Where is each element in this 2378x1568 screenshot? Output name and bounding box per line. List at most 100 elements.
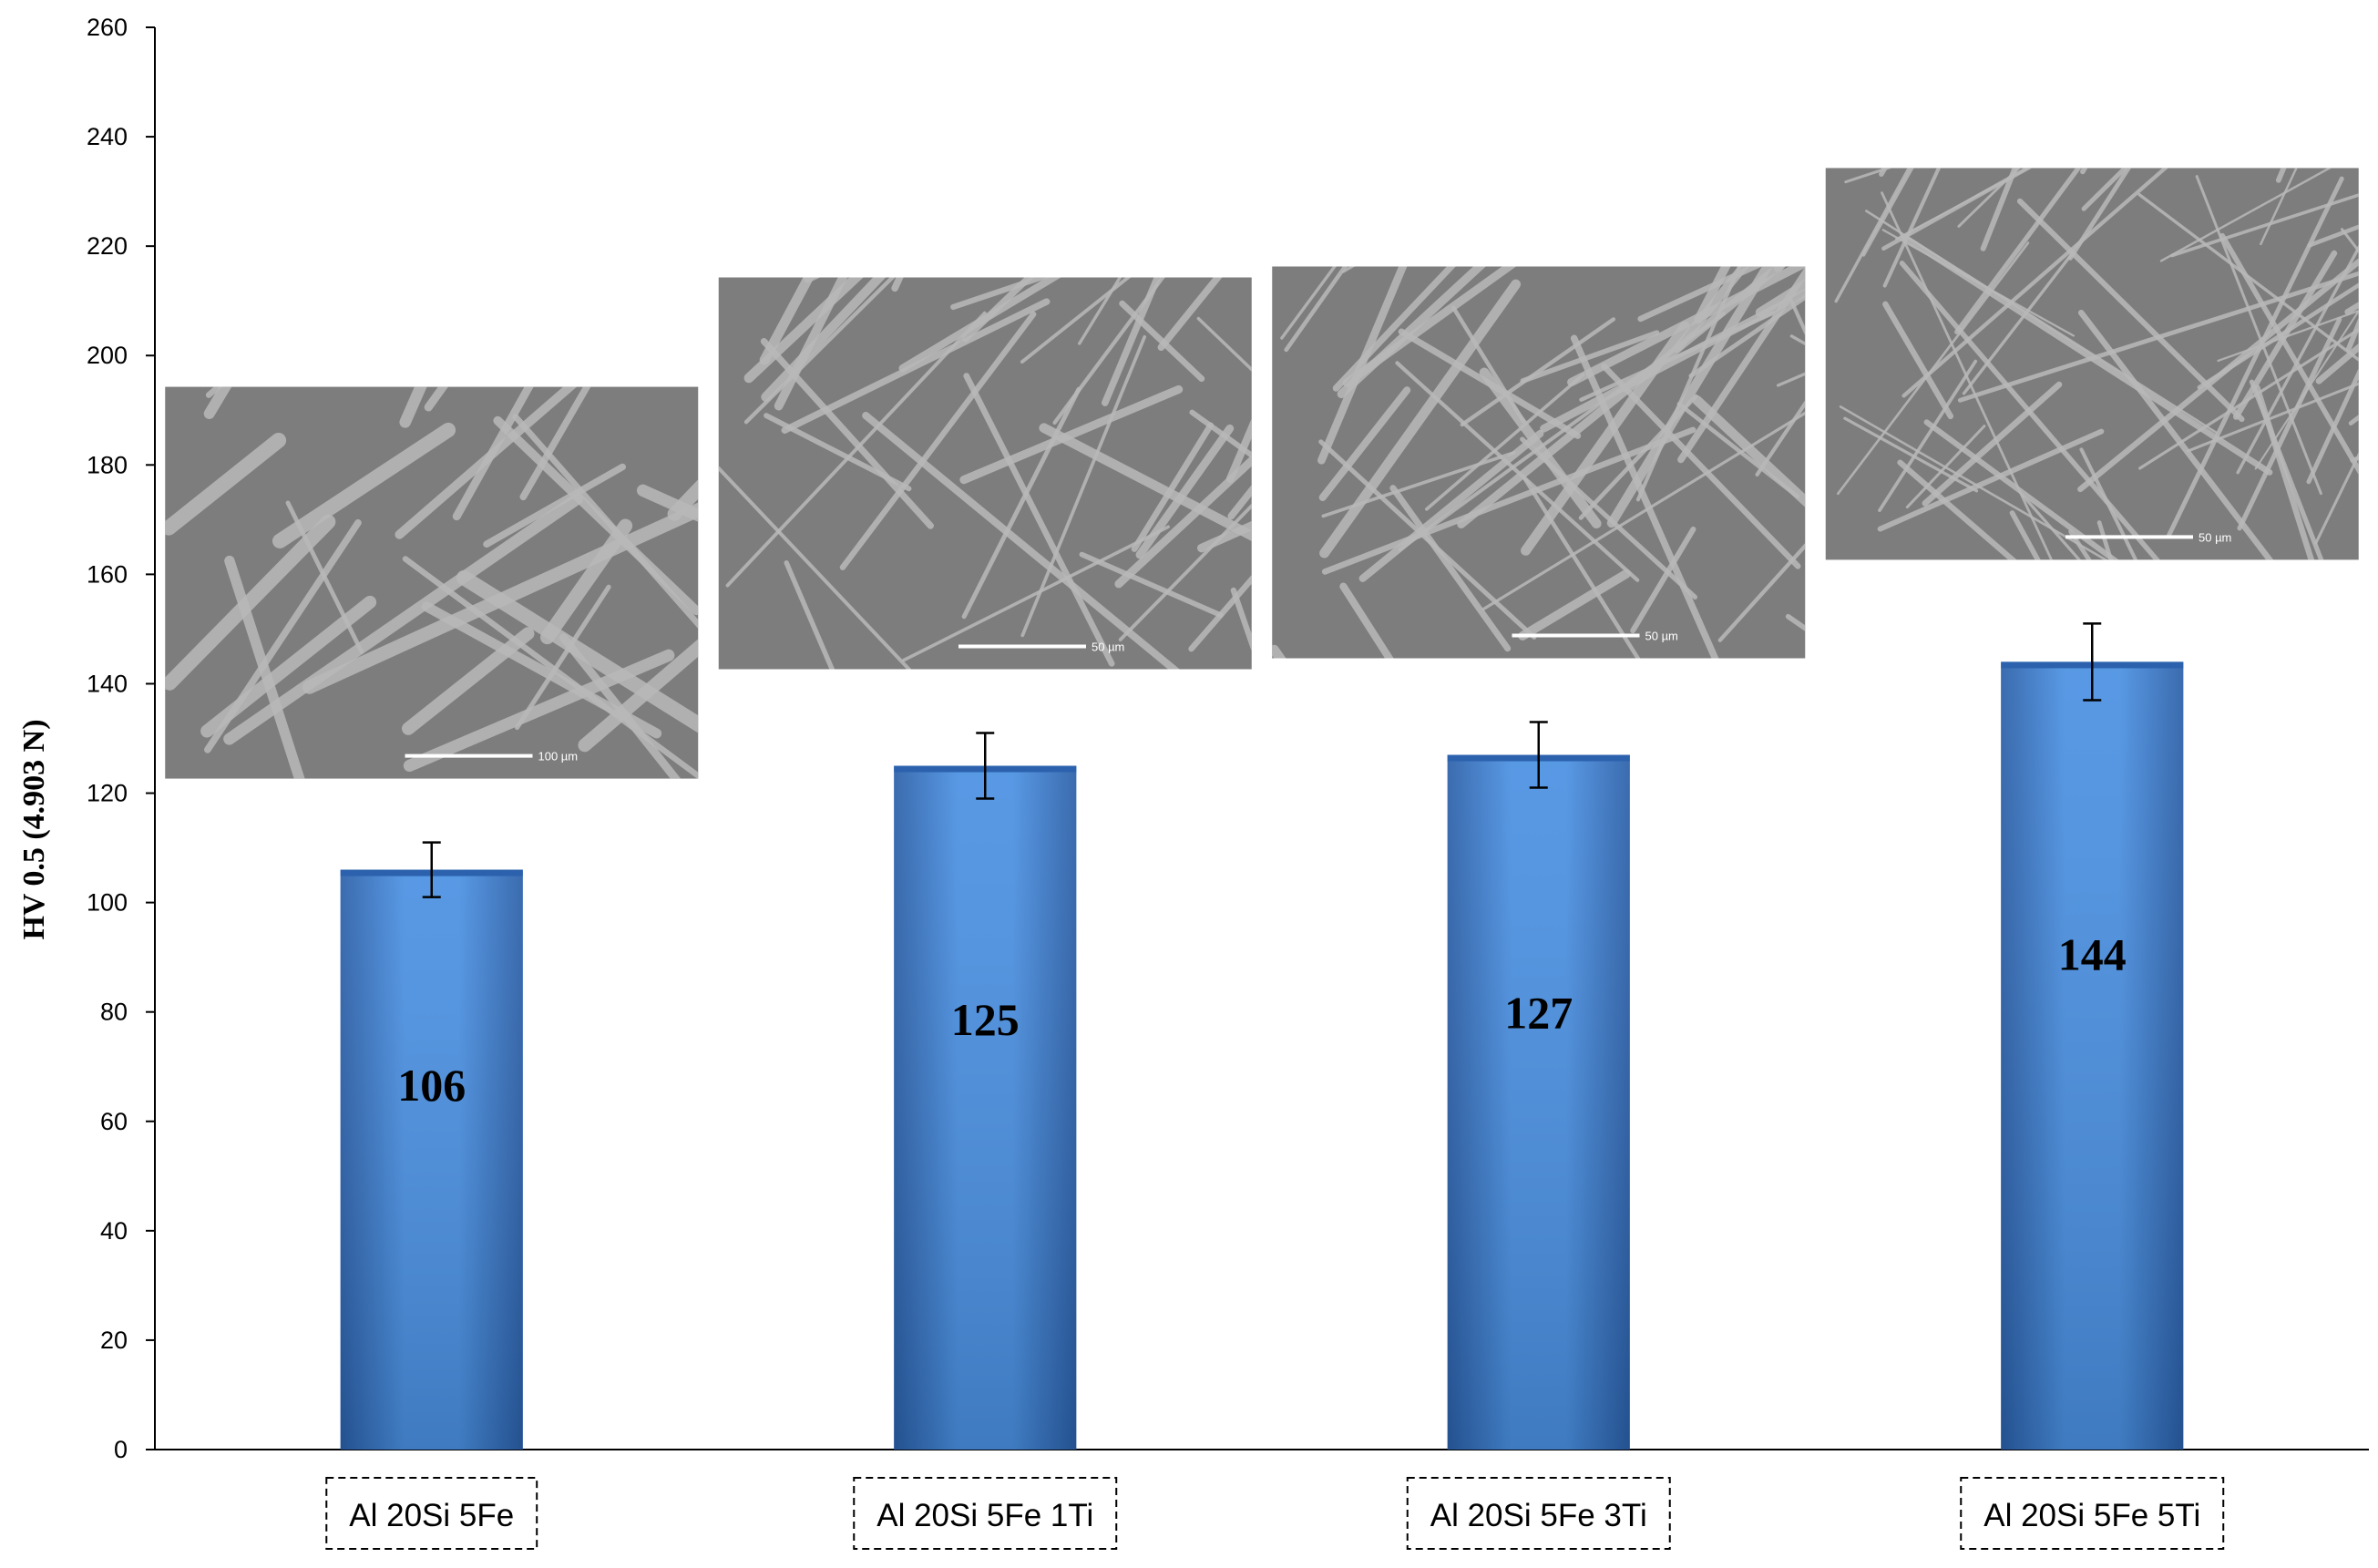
sem-needle xyxy=(2067,168,2132,261)
sem-needle xyxy=(1957,271,2359,403)
sem-needle xyxy=(1518,569,1631,641)
sem-needle xyxy=(1131,422,1215,552)
sem-needle xyxy=(2306,368,2359,485)
sem-needle xyxy=(403,649,675,773)
sem-needle xyxy=(1899,261,2160,560)
sem-needle xyxy=(1844,168,1892,184)
sem-needles xyxy=(165,386,699,779)
sem-needle xyxy=(1521,474,1641,659)
sem-needle xyxy=(1692,395,1806,507)
sem-needle xyxy=(950,277,1051,311)
sem-scale-label: 50 µm xyxy=(1092,640,1124,653)
sem-needle xyxy=(1878,359,1978,512)
sem-needle xyxy=(1318,386,1411,501)
sem-needle xyxy=(2077,309,2274,560)
sem-needle xyxy=(1717,542,1806,642)
bar-value-label: 125 xyxy=(951,994,1020,1045)
y-tick-label: 140 xyxy=(87,670,128,697)
sem-needle xyxy=(2197,282,2359,390)
sem-needle xyxy=(1834,168,1912,303)
sem-needle xyxy=(1196,520,1252,553)
sem-needle xyxy=(959,384,1184,485)
sem-micrograph: 100 µm xyxy=(165,386,699,779)
sem-needle xyxy=(1897,459,2017,560)
sem-needle xyxy=(223,492,584,745)
sem-needle xyxy=(1901,168,2168,398)
sem-needle xyxy=(1196,316,1252,372)
sem-needle xyxy=(2237,316,2342,531)
bar-value-label: 127 xyxy=(1504,988,1573,1039)
sem-needle xyxy=(1188,574,1252,652)
sem-needle xyxy=(559,633,682,779)
sem-needle xyxy=(1280,266,1337,340)
sem-needle xyxy=(2080,168,2088,175)
sem-needle xyxy=(1039,423,1252,541)
bar-value-label: 144 xyxy=(2058,928,2127,979)
sem-micrograph: 50 µm xyxy=(1272,266,1806,659)
sem-micrographs: 100 µm 50 µm 50 µm 50 µm xyxy=(165,168,2359,779)
sem-needle xyxy=(1962,251,2074,395)
y-tick-label: 0 xyxy=(114,1436,128,1463)
sem-needle xyxy=(1570,334,1719,659)
sem-needle xyxy=(1521,321,1690,556)
sem-needle xyxy=(402,556,699,779)
sem-needle xyxy=(1358,429,1544,582)
sem-needle xyxy=(1395,361,1640,582)
sem-needle xyxy=(901,525,1170,662)
y-tick-label: 80 xyxy=(100,999,128,1026)
y-tick-label: 240 xyxy=(87,123,128,150)
sem-needle xyxy=(963,373,1115,667)
sem-needle xyxy=(493,415,699,616)
sem-needle xyxy=(519,386,591,501)
sem-needle xyxy=(784,560,835,670)
sem-needle xyxy=(743,277,864,384)
sem-needle xyxy=(2314,452,2359,545)
y-tick-label: 220 xyxy=(87,232,128,260)
sem-needle xyxy=(1905,425,1986,509)
sem-needle xyxy=(1460,317,1616,427)
sem-needle xyxy=(1877,428,2105,532)
sem-needle xyxy=(205,386,223,398)
bar-shading-vertical xyxy=(340,869,523,1450)
y-tick-label: 40 xyxy=(100,1217,128,1245)
sem-needle xyxy=(399,386,427,428)
sem-needles xyxy=(1272,266,1806,659)
sem-needle xyxy=(1157,277,1223,352)
sem-needle xyxy=(1020,334,1147,638)
sem-needle xyxy=(1332,266,1456,392)
sem-needle xyxy=(424,386,448,412)
sem-needle xyxy=(2186,382,2359,453)
sem-needle xyxy=(1078,277,1122,345)
sem-needle xyxy=(1882,168,1942,288)
sem-needle xyxy=(862,412,1180,670)
sem-needle xyxy=(302,502,699,694)
x-category-box xyxy=(1406,1477,1671,1550)
axes xyxy=(146,26,2369,1450)
sem-needle xyxy=(1688,294,1806,378)
sem-needle xyxy=(1676,402,1799,499)
sem-needle xyxy=(1839,405,2108,560)
sem-needle xyxy=(578,639,699,753)
sem-needle xyxy=(165,514,336,691)
sem-needle xyxy=(539,518,633,645)
sem-needle xyxy=(1637,266,1763,323)
y-tick-label: 60 xyxy=(100,1108,128,1135)
sem-needle xyxy=(2275,168,2287,183)
sem-micrograph: 50 µm xyxy=(718,277,1252,670)
sem-needle xyxy=(2260,168,2298,246)
sem-needle xyxy=(1389,485,1512,652)
sem-needle xyxy=(1119,300,1205,383)
sem-needle xyxy=(1606,266,1773,528)
sem-needle xyxy=(2170,193,2359,258)
sem-needle xyxy=(1342,266,1517,387)
sem-needle xyxy=(2340,228,2359,253)
sem-needle xyxy=(761,277,887,402)
sem-needle xyxy=(402,627,535,735)
sem-needle xyxy=(1225,418,1252,483)
sem-needle xyxy=(1923,419,2119,560)
sem-needle xyxy=(1102,277,1162,406)
x-category-box xyxy=(1960,1477,2225,1550)
y-tick-label: 200 xyxy=(87,342,128,369)
sem-needle xyxy=(1481,411,1806,611)
labels: 0 20 40 60 80 100 120 140 160 180 200 220 240 260 HV 0… xyxy=(17,14,2225,1550)
